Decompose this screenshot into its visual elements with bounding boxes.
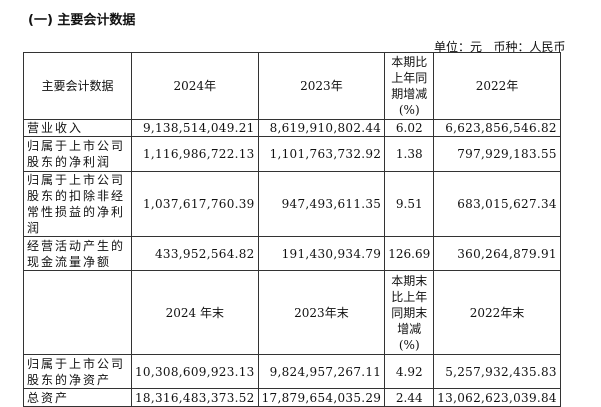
row-label: 归属于上市公司股东的净资产 — [23, 354, 132, 389]
header-change-end: 本期末比上年同期末增减(%) — [384, 270, 435, 355]
header-item — [23, 270, 132, 355]
header-2024: 2024年 — [131, 52, 259, 120]
value-2022: 360,264,879.91 — [433, 236, 561, 271]
value-2022: 6,623,856,546.82 — [433, 119, 561, 137]
table-row: 归属于上市公司股东的扣除非经常性损益的净利润 1,037,617,760.39 … — [23, 171, 561, 237]
value-2023: 9,824,957,267.11 — [257, 354, 386, 389]
header-item: 主要会计数据 — [23, 52, 132, 120]
unit-label: 单位：元 币种：人民币 — [434, 40, 566, 54]
header-2022-end: 2022年末 — [433, 270, 561, 355]
value-2022: 797,929,183.55 — [433, 136, 561, 172]
header-2023-end: 2023年末 — [257, 270, 386, 355]
header-2022: 2022年 — [433, 52, 561, 120]
value-2023: 947,493,611.35 — [257, 171, 386, 237]
header-2024-end: 2024 年末 — [131, 270, 259, 355]
table-row: 经营活动产生的现金流量净额 433,952,564.82 191,430,934… — [23, 236, 561, 271]
value-2023: 191,430,934.79 — [257, 236, 386, 271]
table-row: 营业收入 9,138,514,049.21 8,619,910,802.44 6… — [23, 119, 561, 137]
row-label: 营业收入 — [23, 119, 132, 137]
accounting-data-table: 主要会计数据 2024年 2023年 本期比上年同期增减(%) 2022年 营业… — [23, 52, 561, 407]
row-label: 经营活动产生的现金流量净额 — [23, 236, 132, 271]
row-label: 归属于上市公司股东的扣除非经常性损益的净利润 — [23, 171, 132, 237]
value-2024: 433,952,564.82 — [131, 236, 259, 271]
value-2024: 1,116,986,722.13 — [131, 136, 259, 172]
value-2023: 8,619,910,802.44 — [257, 119, 386, 137]
value-change: 1.38 — [384, 136, 435, 172]
value-2024: 9,138,514,049.21 — [131, 119, 259, 137]
value-2022: 683,015,627.34 — [433, 171, 561, 237]
header-change: 本期比上年同期增减(%) — [384, 52, 435, 120]
value-change: 6.02 — [384, 119, 435, 137]
header-2023: 2023年 — [257, 52, 386, 120]
value-2023: 1,101,763,732.92 — [257, 136, 386, 172]
value-change: 9.51 — [384, 171, 435, 237]
value-2022: 5,257,932,435.83 — [433, 354, 561, 389]
table-row: 归属于上市公司股东的净资产 10,308,609,923.13 9,824,95… — [23, 354, 561, 389]
value-change: 126.69 — [384, 236, 435, 271]
value-2024: 18,316,483,373.52 — [131, 388, 259, 407]
value-2024: 1,037,617,760.39 — [131, 171, 259, 237]
row-label: 归属于上市公司股东的净利润 — [23, 136, 132, 172]
section-title: (一) 主要会计数据 — [28, 13, 136, 28]
header-row: 主要会计数据 2024年 2023年 本期比上年同期增减(%) 2022年 — [23, 52, 561, 120]
header-row-period-end: 2024 年末 2023年末 本期末比上年同期末增减(%) 2022年末 — [23, 270, 561, 355]
value-change: 4.92 — [384, 354, 435, 389]
table-row: 归属于上市公司股东的净利润 1,116,986,722.13 1,101,763… — [23, 136, 561, 172]
value-2024: 10,308,609,923.13 — [131, 354, 259, 389]
